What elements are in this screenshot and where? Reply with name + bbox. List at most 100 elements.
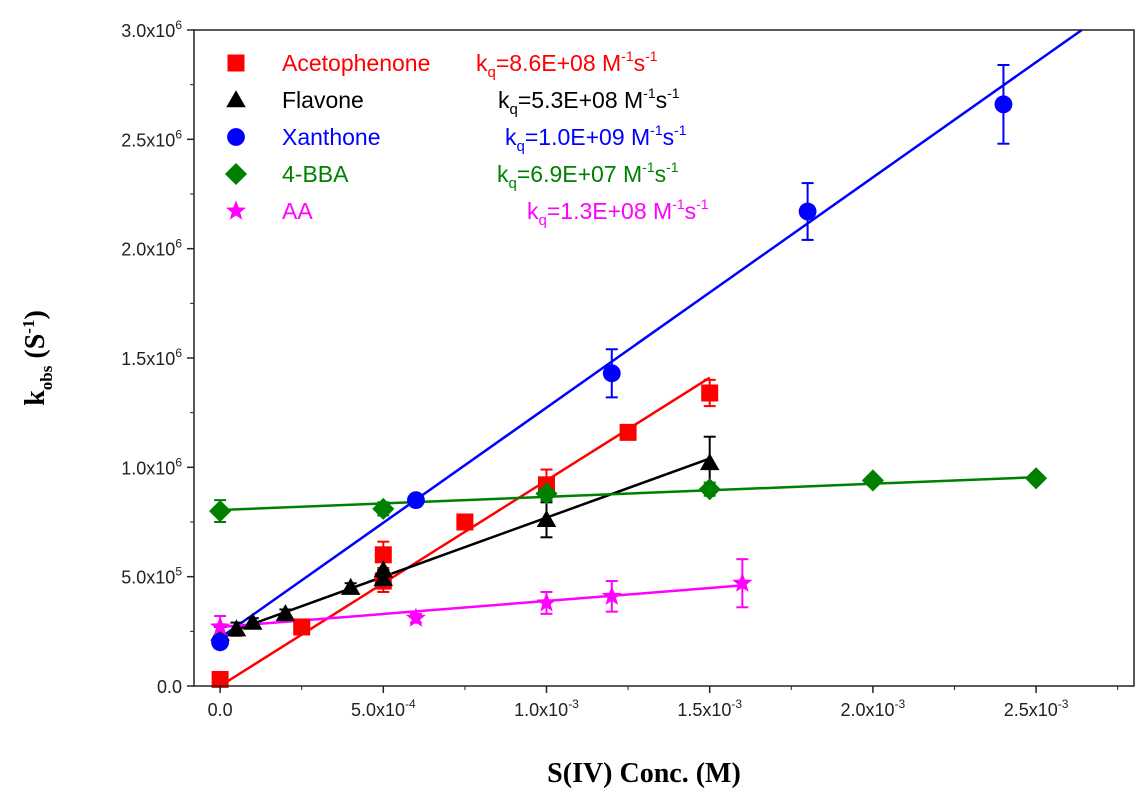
legend-kq-acetophenone: kq=8.6E+08 M-1s-1: [476, 48, 658, 81]
point-flavone: [242, 612, 263, 630]
x-tick-label: 5.0x10-4: [351, 697, 416, 720]
y-axis-title: kobs (S-1): [19, 310, 56, 406]
kq-sup2: -1: [696, 196, 709, 212]
kq-k: k: [498, 87, 510, 113]
kq-s: s: [655, 161, 667, 187]
y-axis-title-k: k: [20, 390, 51, 406]
point-flavone: [699, 453, 720, 471]
y-tick-exponent: 6: [175, 237, 182, 251]
point-xanthone: [602, 364, 621, 383]
point-acetophenone: [701, 384, 719, 402]
fit-line-xanthone: [219, 28, 1083, 639]
point-flavone: [226, 619, 247, 637]
kq-k: k: [505, 124, 517, 150]
legend-label-acetophenone: Acetophenone: [282, 50, 430, 76]
point-4-bba: [372, 497, 395, 520]
y-axis-title-close: ): [20, 310, 51, 319]
x-tick-mantissa: 2.0x10: [841, 700, 895, 720]
y-tick-mantissa: 3.0x10: [121, 21, 175, 41]
x-tick-label: 1.5x10-3: [677, 697, 742, 720]
y-tick-label: 1.5x106: [121, 346, 182, 369]
kq-value: =6.9E+07 M: [517, 161, 642, 187]
kq-sup2: -1: [667, 85, 680, 101]
legend-marker-aa: [225, 200, 247, 220]
x-tick-label: 2.5x10-3: [1004, 697, 1069, 720]
point-aa: [536, 592, 557, 612]
y-tick-label: 1.0x106: [121, 455, 182, 478]
y-tick-exponent: 6: [175, 346, 182, 360]
kq-sup2: -1: [674, 122, 687, 138]
point-4-bba: [535, 482, 558, 505]
y-tick-label: 3.0x106: [121, 18, 182, 41]
y-tick-mantissa: 1.0x10: [121, 458, 175, 478]
legend-label-flavone: Flavone: [282, 87, 364, 113]
kq-sup1: -1: [650, 122, 663, 138]
x-tick-mantissa: 1.5x10: [677, 700, 731, 720]
point-aa: [405, 607, 426, 627]
legend-marker-xanthone: [227, 128, 245, 146]
legend-label-4-bba: 4-BBA: [282, 161, 349, 187]
x-tick-exponent: -3: [1058, 697, 1069, 711]
point-xanthone: [798, 202, 817, 221]
point-acetophenone: [211, 670, 229, 688]
kq-value: =5.3E+08 M: [518, 87, 643, 113]
y-tick-exponent: 5: [175, 565, 182, 579]
kq-sub: q: [509, 175, 517, 192]
kq-sub: q: [488, 64, 496, 81]
y-tick-exponent: 6: [175, 455, 182, 469]
kq-sub: q: [539, 212, 547, 229]
x-tick-mantissa: 2.5x10: [1004, 700, 1058, 720]
point-flavone: [536, 510, 557, 528]
y-axis-title-sup: -1: [19, 320, 38, 334]
point-xanthone: [407, 491, 425, 510]
legend-label-aa: AA: [282, 198, 313, 224]
kq-sup1: -1: [643, 85, 656, 101]
legend-marker-acetophenone: [227, 54, 245, 72]
kq-s: s: [685, 198, 697, 224]
fit-line-flavone: [219, 457, 711, 637]
kq-sup1: -1: [672, 196, 685, 212]
kq-s: s: [656, 87, 668, 113]
point-acetophenone: [456, 513, 474, 531]
point-acetophenone: [619, 423, 637, 441]
point-flavone: [373, 569, 394, 587]
point-flavone: [275, 604, 296, 622]
point-xanthone: [211, 633, 230, 652]
x-tick-exponent: -3: [731, 697, 742, 711]
x-axis-title: S(IV) Conc. (M): [547, 758, 741, 789]
x-tick-label: 2.0x10-3: [841, 697, 906, 720]
point-4-bba: [861, 469, 884, 492]
point-aa: [210, 616, 231, 636]
point-acetophenone: [293, 618, 311, 636]
point-4-bba: [1025, 467, 1048, 490]
x-tick-label: 0.0: [208, 700, 233, 720]
legend-label-xanthone: Xanthone: [282, 124, 380, 150]
point-4-bba: [698, 478, 721, 501]
point-acetophenone: [374, 546, 392, 564]
y-tick-mantissa: 0.0: [157, 677, 182, 697]
x-tick-exponent: -3: [568, 697, 579, 711]
kq-sub: q: [517, 138, 525, 155]
point-flavone: [340, 577, 361, 595]
axes: 0.0 5.0x10-4 1.0x10-3 1.5x10-3 2.0x10-3 2.5x1…: [19, 18, 1135, 789]
y-tick-label: 2.5x106: [121, 127, 182, 150]
kq-sup2: -1: [666, 159, 679, 175]
point-xanthone: [994, 95, 1013, 114]
y-tick-label: 2.0x106: [121, 237, 182, 260]
legend-kq-4-bba: kq=6.9E+07 M-1s-1: [497, 159, 679, 192]
y-tick-mantissa: 5.0x10: [121, 568, 175, 588]
y-tick-exponent: 6: [175, 18, 182, 32]
kq-value: =1.0E+09 M: [525, 124, 650, 150]
legend-kq-xanthone: kq=1.0E+09 M-1s-1: [505, 122, 687, 155]
legend-marker-4-bba: [224, 162, 248, 186]
x-tick-label: 1.0x10-3: [514, 697, 579, 720]
x-tick-mantissa: 1.0x10: [514, 700, 568, 720]
y-tick-mantissa: 2.0x10: [121, 240, 175, 260]
kq-sup1: -1: [621, 48, 634, 64]
y-tick-label: 5.0x105: [121, 565, 182, 588]
y-axis-title-sub: obs: [37, 365, 56, 390]
point-aa: [732, 572, 753, 592]
fit-line-4-bba: [220, 475, 1037, 512]
